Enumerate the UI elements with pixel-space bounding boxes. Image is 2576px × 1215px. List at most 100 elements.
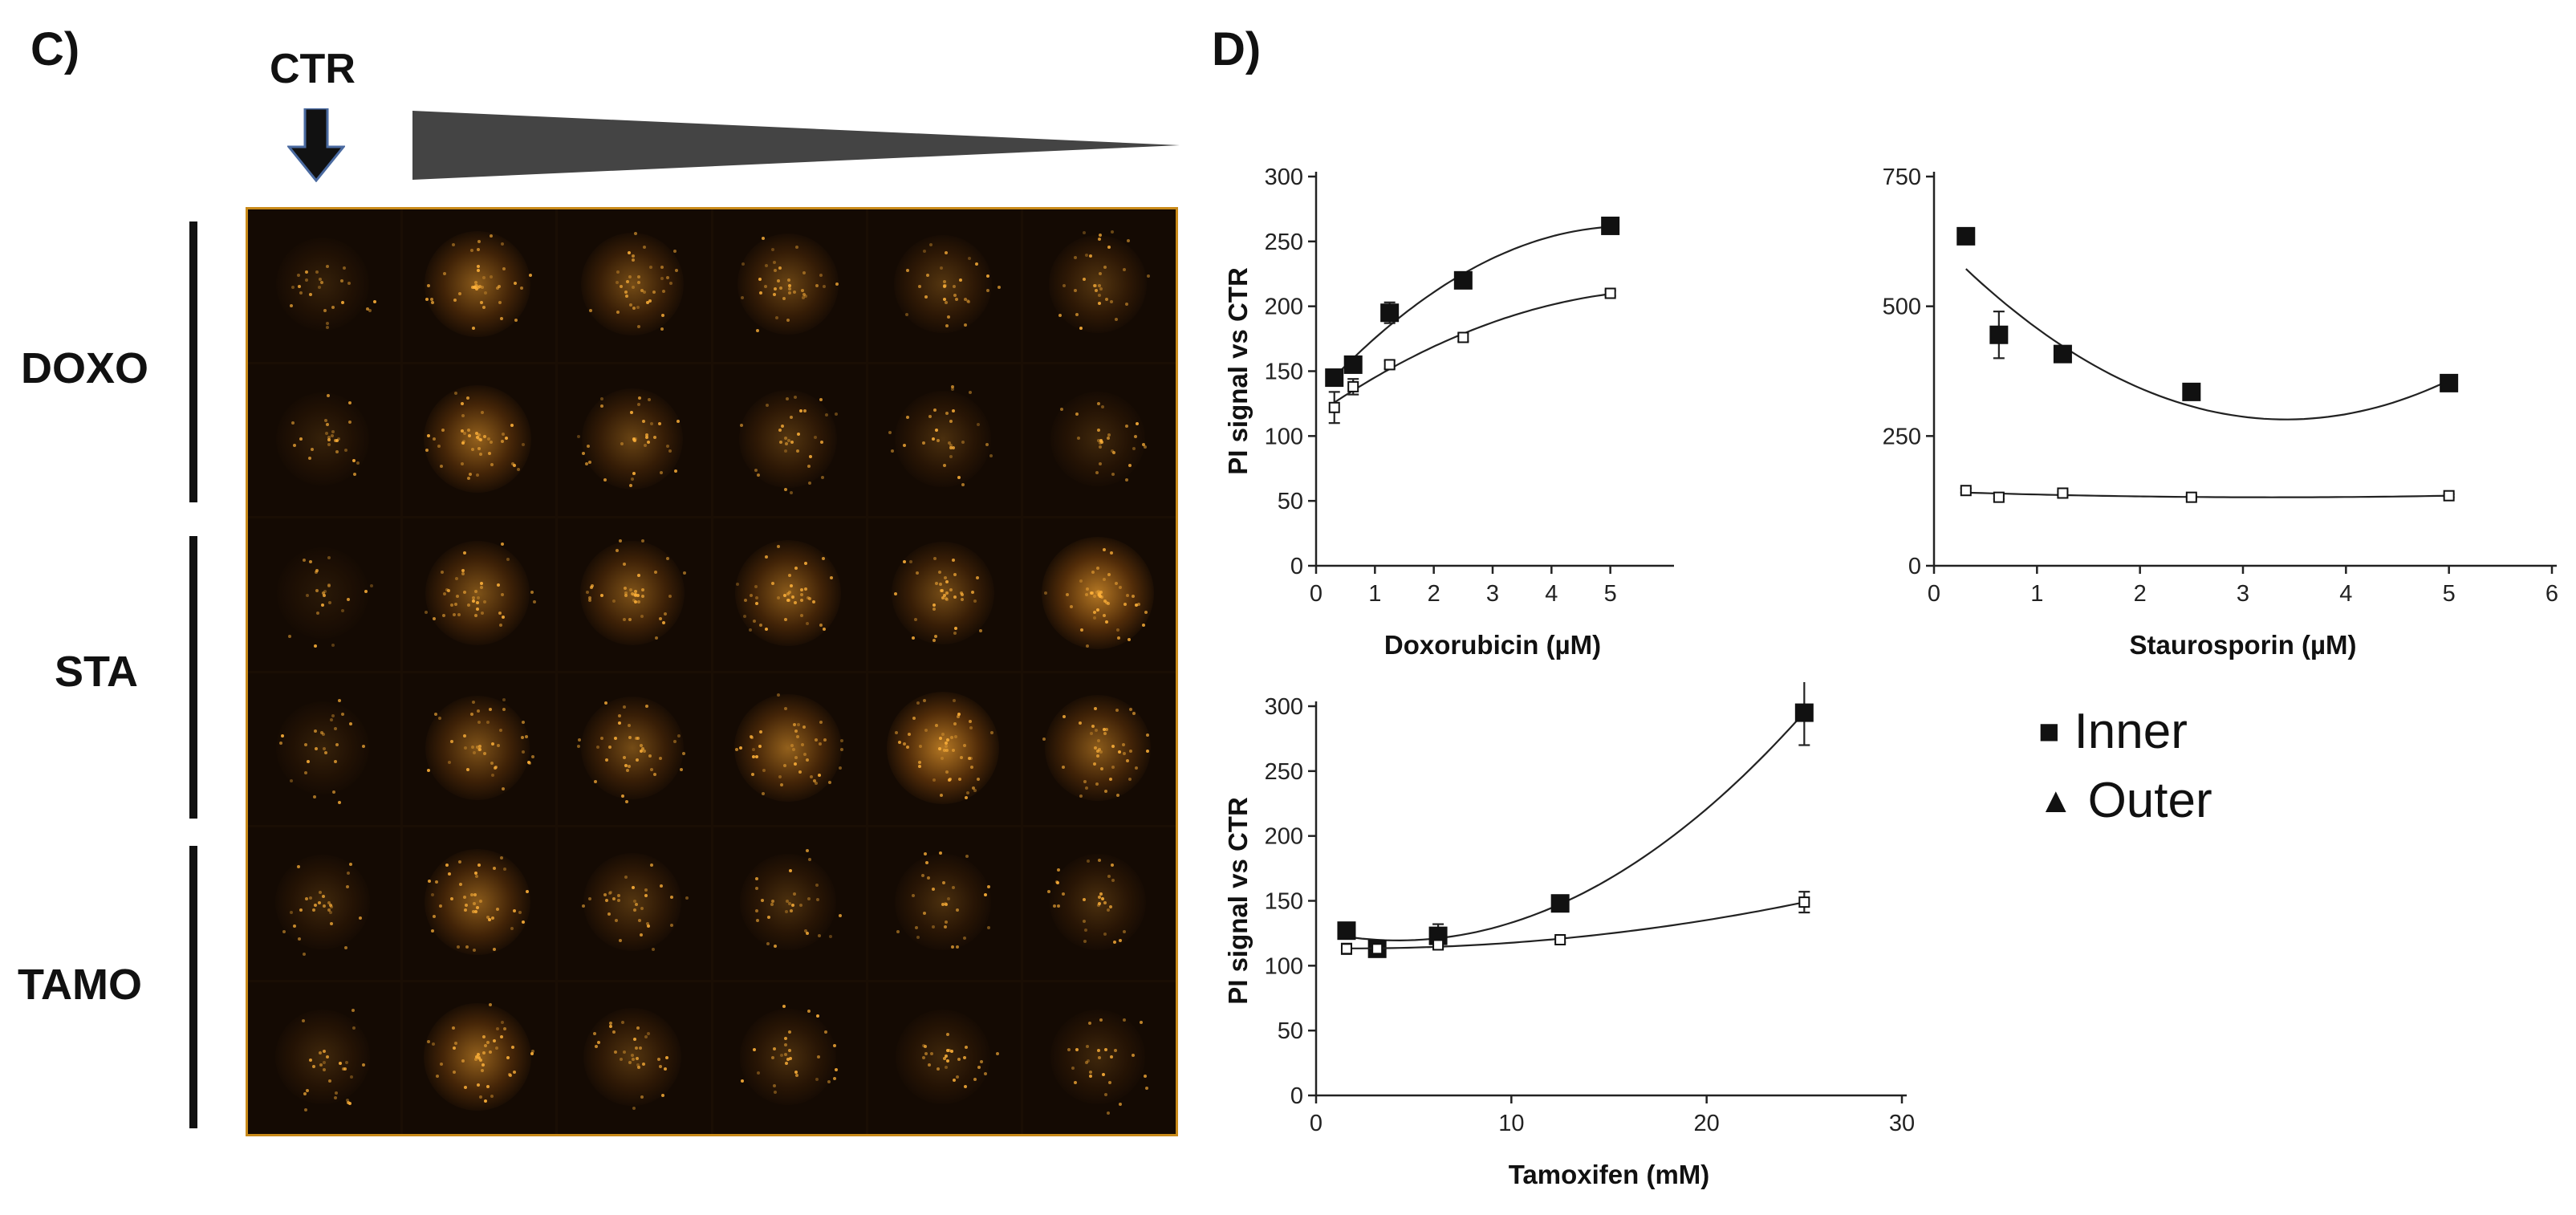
x-tick-label: 5 (2443, 581, 2456, 607)
speck (752, 1048, 756, 1052)
speck (1092, 762, 1096, 766)
speck (349, 721, 353, 725)
speck (922, 250, 926, 254)
y-tick-label: 50 (1278, 1018, 1303, 1044)
speck (957, 713, 961, 717)
speck (799, 904, 803, 908)
speck (328, 911, 332, 915)
speck (773, 269, 777, 273)
speck (814, 781, 818, 785)
speck (291, 286, 295, 290)
speck (987, 925, 991, 929)
speck (1111, 879, 1115, 883)
speck (501, 1020, 505, 1024)
speck (331, 714, 335, 718)
legend-inner: ■ Inner (2038, 703, 2188, 760)
y-axis-label: PI signal vs CTR (1223, 797, 1253, 1005)
image-cell (867, 981, 1021, 1134)
speck (472, 902, 476, 906)
speck (806, 621, 810, 625)
speck (759, 291, 763, 295)
speck (477, 433, 481, 437)
spheroid-glow (733, 693, 842, 802)
speck (772, 293, 776, 297)
speck (636, 305, 640, 309)
speck (480, 582, 484, 586)
speck (480, 611, 484, 615)
speck (807, 482, 811, 486)
speck (984, 892, 988, 896)
speck (322, 591, 326, 595)
speck (327, 908, 331, 912)
speck (644, 444, 648, 448)
speck (1131, 594, 1135, 598)
speck (368, 309, 372, 313)
speck (609, 1021, 613, 1025)
speck (288, 634, 292, 638)
speck (498, 285, 502, 289)
speck (1117, 750, 1121, 754)
speck (1132, 712, 1136, 716)
speck (323, 589, 327, 593)
speck (472, 327, 476, 331)
speck (448, 872, 452, 876)
speck (1098, 594, 1102, 598)
panel-c-label: C) (30, 23, 80, 75)
speck (489, 274, 493, 278)
speck (322, 747, 326, 751)
spheroid-glow (739, 1008, 836, 1105)
speck (804, 295, 808, 299)
speck (776, 278, 780, 282)
spheroid-glow (894, 390, 991, 487)
data-point-outer (1554, 934, 1566, 945)
speck (329, 905, 333, 908)
speck (1071, 1066, 1075, 1070)
speck (941, 589, 945, 593)
y-tick-label: 200 (1265, 824, 1303, 850)
image-cell (248, 364, 401, 516)
speck (1096, 589, 1100, 593)
speck (773, 945, 777, 949)
image-cell (867, 673, 1021, 825)
speck (922, 1055, 926, 1059)
speck (475, 1055, 479, 1059)
speck (512, 1071, 516, 1075)
speck (644, 894, 648, 898)
speck (833, 1076, 837, 1080)
speck (840, 748, 844, 752)
speck (1091, 725, 1095, 729)
speck (1124, 425, 1128, 429)
speck (614, 918, 618, 922)
speck (330, 921, 334, 925)
speck (792, 722, 796, 726)
speck (327, 583, 331, 587)
speck (653, 570, 657, 574)
speck (977, 1066, 981, 1070)
speck (640, 933, 644, 937)
speck (813, 435, 817, 439)
speck (1106, 1111, 1110, 1115)
speck (457, 945, 461, 949)
speck (315, 270, 319, 274)
speck (282, 929, 286, 933)
speck (766, 942, 770, 946)
speck (331, 429, 335, 433)
speck (1104, 620, 1108, 624)
speck (1102, 547, 1106, 551)
speck (477, 446, 481, 450)
speck (330, 717, 334, 721)
speck (483, 435, 487, 439)
speck (784, 1037, 788, 1041)
speck (625, 295, 629, 299)
speck (1142, 624, 1146, 628)
speck (951, 945, 955, 949)
data-point-inner (1337, 921, 1356, 941)
speck (588, 897, 592, 900)
speck (461, 429, 465, 433)
speck (345, 1060, 349, 1064)
speck (660, 884, 664, 888)
speck (1136, 602, 1140, 606)
speck (818, 742, 822, 746)
speck (513, 464, 517, 468)
speck (346, 1099, 350, 1103)
